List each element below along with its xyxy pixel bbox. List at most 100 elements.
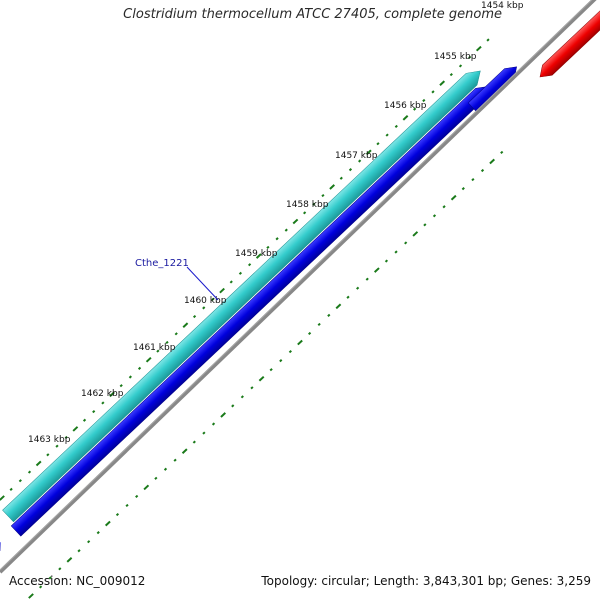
tick-mark — [413, 107, 417, 111]
tick-mark — [275, 237, 279, 241]
tick-mark — [358, 159, 362, 163]
tick-mark — [163, 467, 168, 471]
tick-mark — [321, 193, 325, 198]
tick-mark — [288, 349, 292, 354]
tick-mark — [356, 286, 360, 290]
tick-mark — [181, 448, 188, 454]
tick-mark — [66, 557, 73, 563]
tick-mark — [432, 214, 437, 218]
tick-mark — [297, 339, 303, 346]
ruler-labels: 1454 kbp 1455 kbp 1456 kbp 1457 kbp 1458 kbp… — [28, 1, 524, 445]
forward-gene-partial[interactable] — [0, 538, 5, 561]
tick-mark — [442, 205, 446, 209]
tick-mark — [92, 410, 96, 414]
tick-mark — [489, 158, 495, 165]
tick-mark — [135, 494, 139, 499]
reverse-gene[interactable] — [535, 0, 600, 82]
tick-mark — [431, 90, 435, 94]
tick-mark — [96, 531, 100, 535]
tick-mark — [258, 375, 265, 382]
tick-mark — [192, 440, 196, 444]
tick-mark — [348, 168, 353, 172]
tick-mark — [307, 331, 312, 336]
ruler-label: 1460 kbp — [184, 296, 227, 306]
tick-mark — [165, 340, 169, 345]
tick-mark — [402, 114, 409, 121]
tick-mark — [109, 391, 115, 398]
gene-label-cthe-1221[interactable]: Cthe_1221 — [135, 258, 189, 269]
tick-mark — [468, 55, 472, 59]
tick-mark — [284, 228, 288, 232]
genome-summary-text: Topology: circular; Length: 3,843,301 bp… — [261, 574, 591, 588]
outer-tick-ring — [28, 150, 504, 599]
ruler-label: 1463 kbp — [28, 435, 71, 445]
tick-mark — [77, 549, 81, 553]
tick-mark — [312, 202, 316, 206]
tick-mark — [87, 540, 91, 544]
tick-mark — [137, 366, 142, 370]
accession-text: Accession: NC_009012 — [9, 574, 146, 588]
tick-mark — [39, 585, 43, 589]
gene-label-leader — [186, 266, 219, 301]
tick-mark — [211, 297, 215, 301]
tick-mark — [219, 287, 225, 294]
tick-mark — [128, 375, 132, 379]
ruler-label: 1457 kbp — [335, 151, 378, 161]
tick-mark — [346, 295, 350, 299]
tick-mark — [58, 567, 62, 571]
tick-mark — [279, 359, 283, 363]
tick-mark — [461, 187, 465, 191]
gene-cthe-1221[interactable] — [2, 65, 486, 523]
tick-mark — [173, 458, 177, 462]
tick-mark — [376, 142, 380, 146]
tick-mark — [303, 211, 307, 215]
tick-mark — [404, 241, 408, 245]
tick-mark — [211, 422, 216, 426]
tick-mark — [174, 332, 178, 336]
tick-mark — [423, 223, 427, 227]
map-title: Clostridium thermocellum ATCC 27405, com… — [123, 7, 502, 22]
tick-mark — [365, 277, 369, 281]
tick-mark — [439, 80, 446, 87]
ruler-label: 1455 kbp — [434, 52, 477, 62]
tick-mark — [202, 306, 206, 310]
ruler-label: 1456 kbp — [384, 101, 427, 111]
tick-mark — [0, 495, 5, 501]
forward-gene-long[interactable] — [10, 81, 492, 537]
tick-mark — [27, 470, 32, 474]
tick-mark — [500, 150, 504, 154]
tick-mark — [240, 395, 244, 399]
ruler-label: 1454 kbp — [481, 1, 524, 11]
tick-mark — [480, 168, 485, 173]
tick-mark — [475, 45, 482, 52]
genome-backbone — [0, 0, 597, 574]
tick-mark — [292, 218, 299, 225]
tick-mark — [373, 267, 380, 273]
tick-mark — [229, 280, 233, 284]
tick-mark — [192, 314, 197, 319]
tick-mark — [145, 356, 152, 363]
tick-mark — [64, 435, 68, 440]
forward-gene-small[interactable] — [467, 62, 521, 114]
tick-mark — [255, 253, 262, 259]
tick-mark — [82, 418, 87, 422]
tick-mark — [449, 72, 453, 77]
ruler-label: 1458 kbp — [286, 200, 329, 210]
tick-mark — [339, 176, 343, 180]
tick-mark — [156, 349, 160, 353]
tick-mark — [422, 98, 426, 103]
tick-mark — [119, 384, 123, 388]
tick-mark — [35, 460, 42, 467]
tick-mark — [182, 322, 189, 328]
tick-mark — [154, 476, 158, 480]
tick-mark — [46, 453, 50, 457]
ruler-label: 1462 kbp — [81, 389, 124, 399]
tick-mark — [365, 149, 372, 156]
tick-mark — [101, 401, 105, 405]
tick-mark — [266, 245, 270, 249]
ruler-label: 1459 kbp — [235, 249, 278, 259]
tick-mark — [231, 404, 235, 408]
tick-mark — [202, 431, 206, 435]
